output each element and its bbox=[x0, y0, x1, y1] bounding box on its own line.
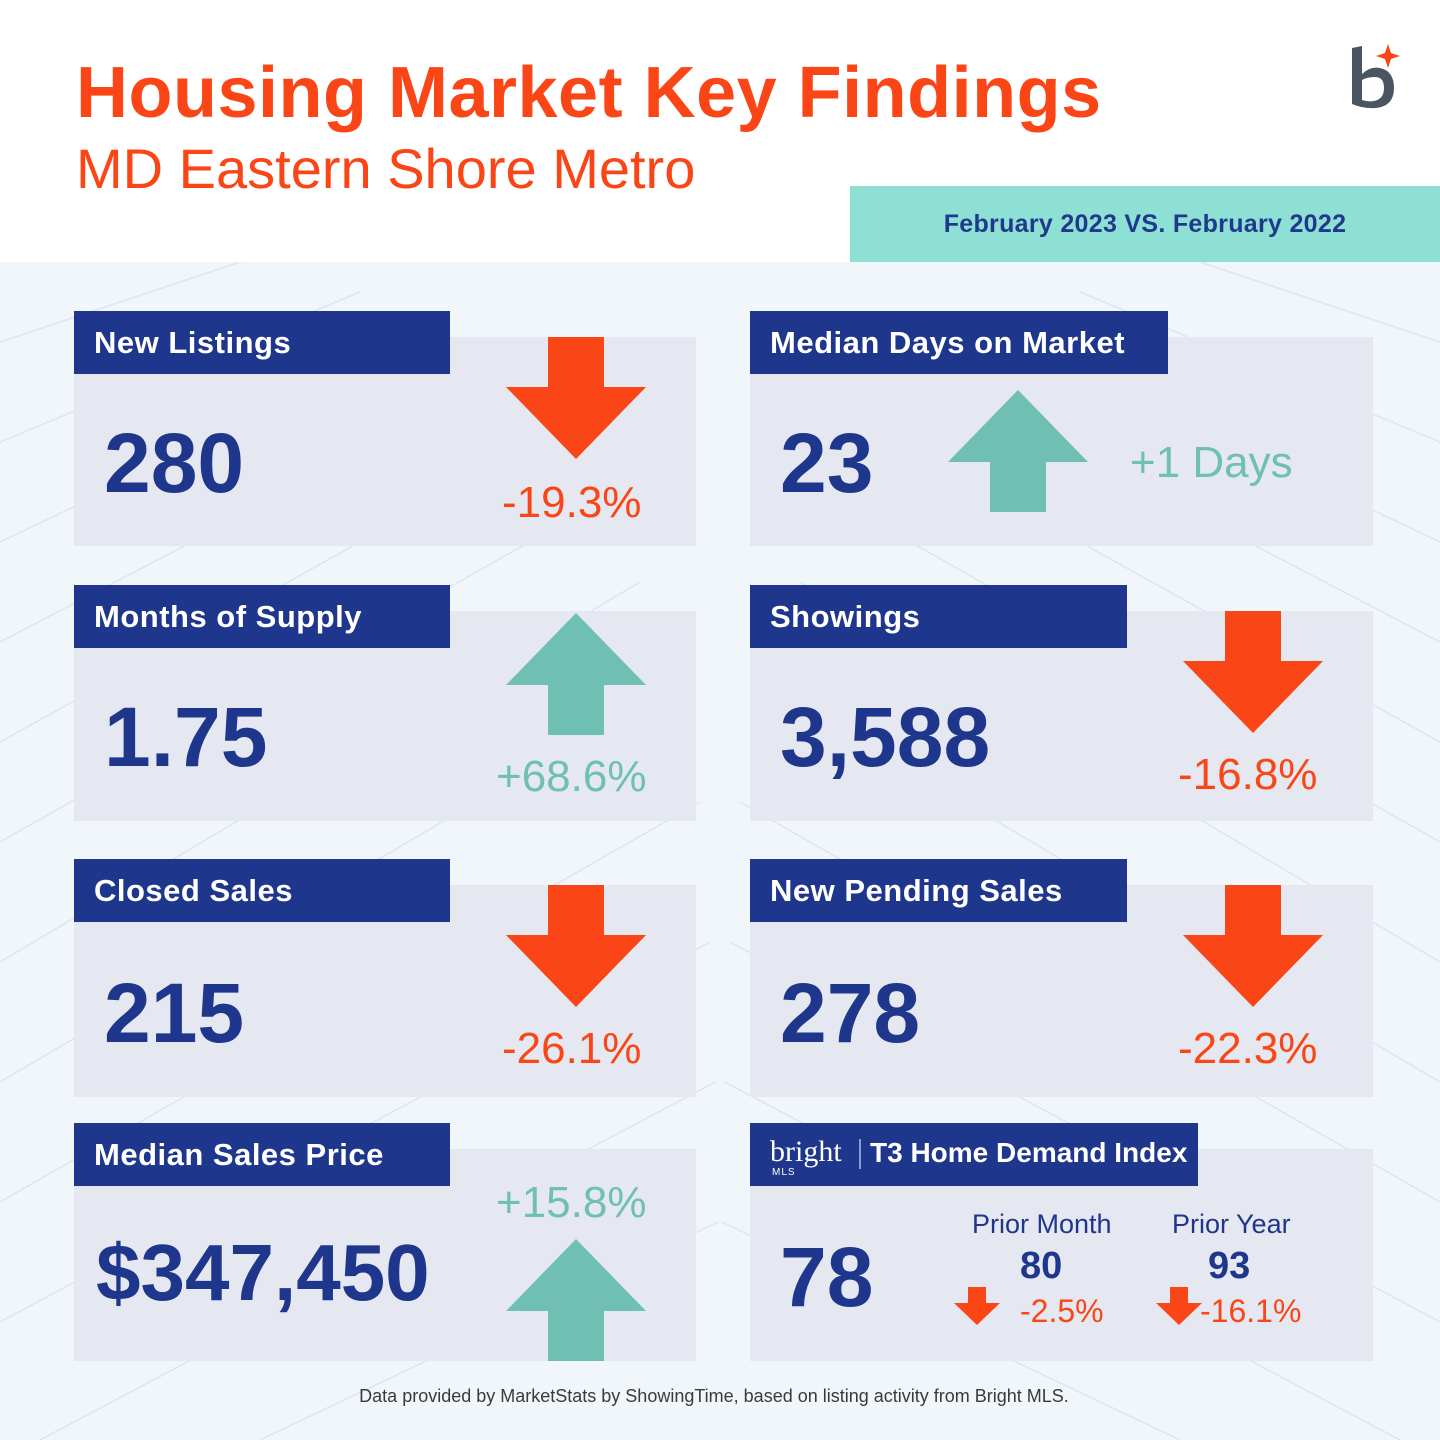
metric-change: +68.6% bbox=[496, 752, 647, 801]
bright-mls-logo: bright bbox=[770, 1135, 842, 1168]
showings-card: Showings 3,588 -16.8% bbox=[750, 585, 1373, 821]
bright-b-logo-icon bbox=[1352, 44, 1400, 109]
card-label: Showings bbox=[750, 585, 1127, 648]
down-arrow-icon bbox=[1183, 885, 1323, 1007]
metric-value: 215 bbox=[104, 966, 245, 1060]
page-title: Housing Market Key Findings bbox=[76, 53, 1102, 133]
metric-change: +15.8% bbox=[496, 1178, 647, 1227]
card-label: Closed Sales bbox=[74, 859, 450, 922]
down-arrow-icon bbox=[1156, 1287, 1202, 1325]
footnote: Data provided by MarketStats by ShowingT… bbox=[359, 1386, 1069, 1406]
prior-year-value: 93 bbox=[1208, 1245, 1251, 1287]
t3-title: T3 Home Demand Index bbox=[870, 1137, 1188, 1168]
median-sales-price-card: Median Sales Price $347,450 +15.8% bbox=[74, 1123, 696, 1361]
prior-month-value: 80 bbox=[1020, 1245, 1063, 1287]
t3-home-demand-index-card: bright MLS T3 Home Demand Index 78 Prior… bbox=[750, 1123, 1373, 1361]
header: Housing Market Key Findings MD Eastern S… bbox=[0, 0, 1440, 262]
metric-change: -19.3% bbox=[502, 478, 642, 527]
card-label: New Pending Sales bbox=[750, 859, 1127, 922]
down-arrow-icon bbox=[506, 885, 646, 1007]
down-arrow-icon bbox=[1183, 611, 1323, 733]
metric-change: -22.3% bbox=[1178, 1024, 1318, 1073]
up-arrow-icon bbox=[506, 613, 646, 735]
new-listings-card: New Listings 280 -19.3% bbox=[74, 311, 696, 546]
up-arrow-icon bbox=[948, 390, 1088, 512]
metric-value: 23 bbox=[780, 416, 874, 510]
down-arrow-icon bbox=[506, 337, 646, 459]
page-subtitle: MD Eastern Shore Metro bbox=[76, 137, 696, 200]
card-label: Median Sales Price bbox=[74, 1123, 450, 1186]
metric-value: 1.75 bbox=[104, 690, 268, 784]
metric-change: -26.1% bbox=[502, 1024, 642, 1073]
prior-month-label: Prior Month bbox=[972, 1209, 1112, 1239]
metric-value: 280 bbox=[104, 416, 245, 510]
up-arrow-icon bbox=[506, 1239, 646, 1361]
prior-year-change: -16.1% bbox=[1200, 1293, 1302, 1329]
card-label: Median Days on Market bbox=[750, 311, 1168, 374]
card-label: bright MLS T3 Home Demand Index bbox=[750, 1123, 1198, 1186]
metric-value: 3,588 bbox=[780, 690, 991, 784]
metric-value: 278 bbox=[780, 966, 921, 1060]
card-label: New Listings bbox=[74, 311, 450, 374]
bright-mls-logo-sub: MLS bbox=[772, 1167, 796, 1178]
metric-value: $347,450 bbox=[96, 1228, 430, 1317]
median-days-on-market-card: Median Days on Market 23 +1 Days bbox=[750, 311, 1373, 546]
prior-month-change: -2.5% bbox=[1020, 1293, 1104, 1329]
label-divider bbox=[859, 1139, 861, 1169]
comparison-period: February 2023 VS. February 2022 bbox=[850, 186, 1440, 262]
metric-change: -16.8% bbox=[1178, 750, 1318, 799]
prior-year-label: Prior Year bbox=[1172, 1209, 1291, 1239]
new-pending-sales-card: New Pending Sales 278 -22.3% bbox=[750, 859, 1373, 1097]
card-label: Months of Supply bbox=[74, 585, 450, 648]
metric-change: +1 Days bbox=[1130, 438, 1293, 487]
down-arrow-icon bbox=[954, 1287, 1000, 1325]
months-of-supply-card: Months of Supply 1.75 +68.6% bbox=[74, 585, 696, 821]
metric-value: 78 bbox=[780, 1230, 874, 1324]
closed-sales-card: Closed Sales 215 -26.1% bbox=[74, 859, 696, 1097]
